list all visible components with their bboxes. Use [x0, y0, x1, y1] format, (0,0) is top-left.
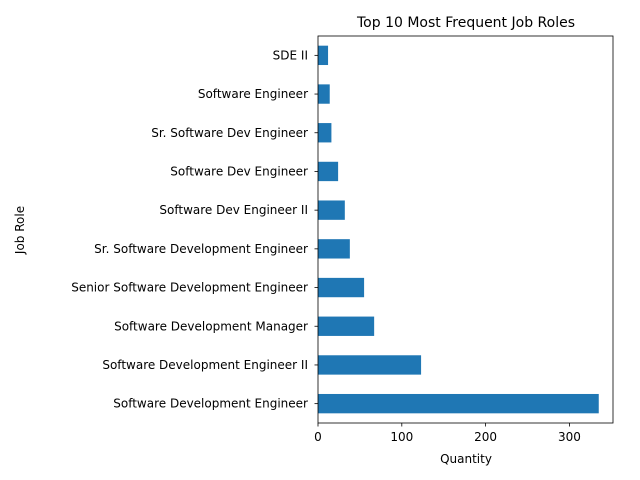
bar [318, 393, 599, 414]
y-tick-label: Senior Software Development Engineer [71, 281, 308, 295]
bar [318, 45, 329, 66]
y-axis-ticks: Software Development Engineer Software De… [71, 48, 318, 411]
y-tick-label: Software Development Engineer [113, 397, 308, 411]
bar [318, 200, 345, 220]
x-axis-ticks: 0 100 200 300 [314, 423, 581, 444]
bar [318, 316, 375, 336]
bar [318, 277, 365, 298]
plot-frame [317, 35, 614, 424]
bar [318, 239, 350, 259]
bar [318, 84, 330, 104]
y-tick-label: Software Development Engineer II [102, 358, 308, 372]
x-tick-label: 100 [390, 430, 413, 444]
y-tick-label: Sr. Software Development Engineer [94, 242, 308, 256]
y-tick-label: Software Dev Engineer [170, 164, 308, 178]
y-tick-label: Software Engineer [198, 87, 308, 101]
bar [318, 355, 422, 375]
y-tick-label: Software Development Manager [114, 319, 308, 333]
x-tick-label: 0 [314, 430, 322, 444]
bar [318, 161, 339, 182]
y-tick-label: SDE II [273, 48, 308, 62]
chart-title: Top 10 Most Frequent Job Roles [356, 15, 575, 31]
axes-frame [317, 35, 614, 424]
y-tick-label: Sr. Software Dev Engineer [151, 126, 308, 140]
x-tick-label: 200 [474, 430, 497, 444]
bars-group [318, 45, 599, 414]
x-tick-label: 300 [558, 430, 581, 444]
y-axis-label: Job Role [13, 206, 27, 255]
bar [318, 123, 332, 143]
x-axis-label: Quantity [440, 452, 492, 466]
y-tick-label: Software Dev Engineer II [159, 203, 308, 217]
